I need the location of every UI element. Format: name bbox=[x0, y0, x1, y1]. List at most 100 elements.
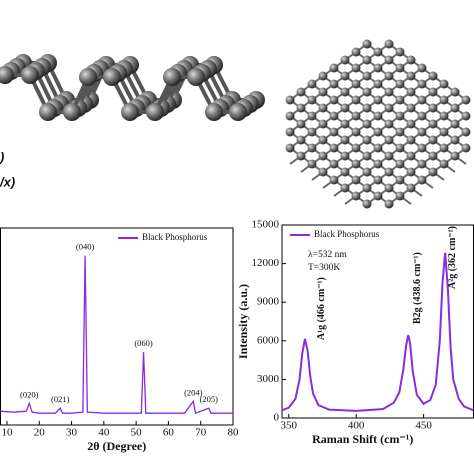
atom bbox=[461, 95, 471, 105]
atom bbox=[329, 111, 339, 121]
atom bbox=[395, 111, 405, 121]
atom bbox=[439, 159, 449, 169]
atom bbox=[39, 103, 57, 121]
atom bbox=[362, 119, 372, 129]
atom bbox=[417, 175, 427, 185]
atom bbox=[318, 151, 328, 161]
panel-label: ) bbox=[0, 149, 4, 164]
atom bbox=[187, 68, 205, 86]
atom bbox=[146, 103, 164, 121]
atom bbox=[395, 143, 405, 153]
atom bbox=[285, 127, 295, 137]
atom bbox=[406, 167, 416, 177]
atom bbox=[450, 103, 460, 113]
atom bbox=[373, 79, 383, 89]
y-tick-label: 3000 bbox=[257, 373, 280, 385]
panel-label: /x) bbox=[0, 174, 15, 189]
atom bbox=[428, 167, 438, 177]
atom bbox=[296, 119, 306, 129]
atom bbox=[340, 87, 350, 97]
y-axis-label: Intensity (a.u.) bbox=[236, 284, 250, 359]
atom bbox=[406, 71, 416, 81]
atom bbox=[384, 55, 394, 65]
atom bbox=[461, 127, 471, 137]
atom bbox=[285, 111, 295, 121]
atom bbox=[329, 79, 339, 89]
atom bbox=[395, 127, 405, 137]
atom bbox=[406, 151, 416, 161]
atom bbox=[351, 95, 361, 105]
atom bbox=[351, 191, 361, 201]
atom bbox=[351, 175, 361, 185]
atom bbox=[373, 95, 383, 105]
peak-label: (021) bbox=[51, 394, 70, 404]
atom bbox=[351, 47, 361, 57]
atom bbox=[450, 87, 460, 97]
atom bbox=[461, 143, 471, 153]
atom bbox=[285, 143, 295, 153]
atom bbox=[417, 127, 427, 137]
legend-label: Black Phosphorus bbox=[314, 229, 380, 239]
y-tick-label: 6000 bbox=[257, 334, 280, 346]
atom bbox=[406, 55, 416, 65]
atom bbox=[428, 71, 438, 81]
atom bbox=[340, 71, 350, 81]
atom bbox=[318, 103, 328, 113]
x-axis-label: Raman Shift (cm⁻¹) bbox=[312, 432, 413, 446]
atom bbox=[439, 127, 449, 137]
atom bbox=[450, 119, 460, 129]
atom bbox=[0, 66, 14, 84]
atom bbox=[373, 63, 383, 73]
peak-label: (060) bbox=[134, 338, 153, 348]
atom bbox=[395, 95, 405, 105]
atom bbox=[21, 66, 39, 84]
note: λ=532 nm bbox=[308, 250, 347, 260]
atom bbox=[406, 119, 416, 129]
atom bbox=[428, 151, 438, 161]
atom bbox=[307, 127, 317, 137]
atom bbox=[63, 103, 81, 121]
atom bbox=[318, 87, 328, 97]
atom bbox=[406, 103, 416, 113]
atom bbox=[406, 183, 416, 193]
atom bbox=[373, 47, 383, 57]
atom bbox=[373, 159, 383, 169]
atom bbox=[384, 71, 394, 81]
atom bbox=[406, 87, 416, 97]
atom bbox=[384, 39, 394, 49]
atom bbox=[296, 103, 306, 113]
atom bbox=[318, 167, 328, 177]
atom bbox=[307, 79, 317, 89]
y-tick-label: 0 bbox=[274, 412, 280, 424]
data-line bbox=[0, 255, 233, 415]
atom bbox=[362, 87, 372, 97]
atom bbox=[329, 95, 339, 105]
atom bbox=[417, 111, 427, 121]
peak-label: (040) bbox=[76, 242, 95, 252]
atom bbox=[340, 103, 350, 113]
atom bbox=[307, 95, 317, 105]
note: T=300K bbox=[308, 263, 340, 273]
atom bbox=[307, 111, 317, 121]
y-tick-label: 15000 bbox=[252, 219, 280, 231]
y-tick-label: 9000 bbox=[257, 296, 280, 308]
atom bbox=[395, 191, 405, 201]
atom bbox=[362, 135, 372, 145]
atom bbox=[395, 79, 405, 89]
atom bbox=[296, 151, 306, 161]
x-tick-label: 450 bbox=[415, 420, 432, 432]
atom bbox=[373, 143, 383, 153]
atom bbox=[450, 151, 460, 161]
data-line bbox=[281, 252, 474, 412]
atom bbox=[229, 103, 247, 121]
atom bbox=[296, 87, 306, 97]
atom bbox=[296, 135, 306, 145]
atom bbox=[428, 103, 438, 113]
atom bbox=[329, 175, 339, 185]
atom bbox=[417, 79, 427, 89]
peak-label: (205) bbox=[200, 394, 219, 404]
atom bbox=[461, 111, 471, 121]
atom bbox=[373, 175, 383, 185]
x-tick-label: 10 bbox=[1, 427, 13, 439]
